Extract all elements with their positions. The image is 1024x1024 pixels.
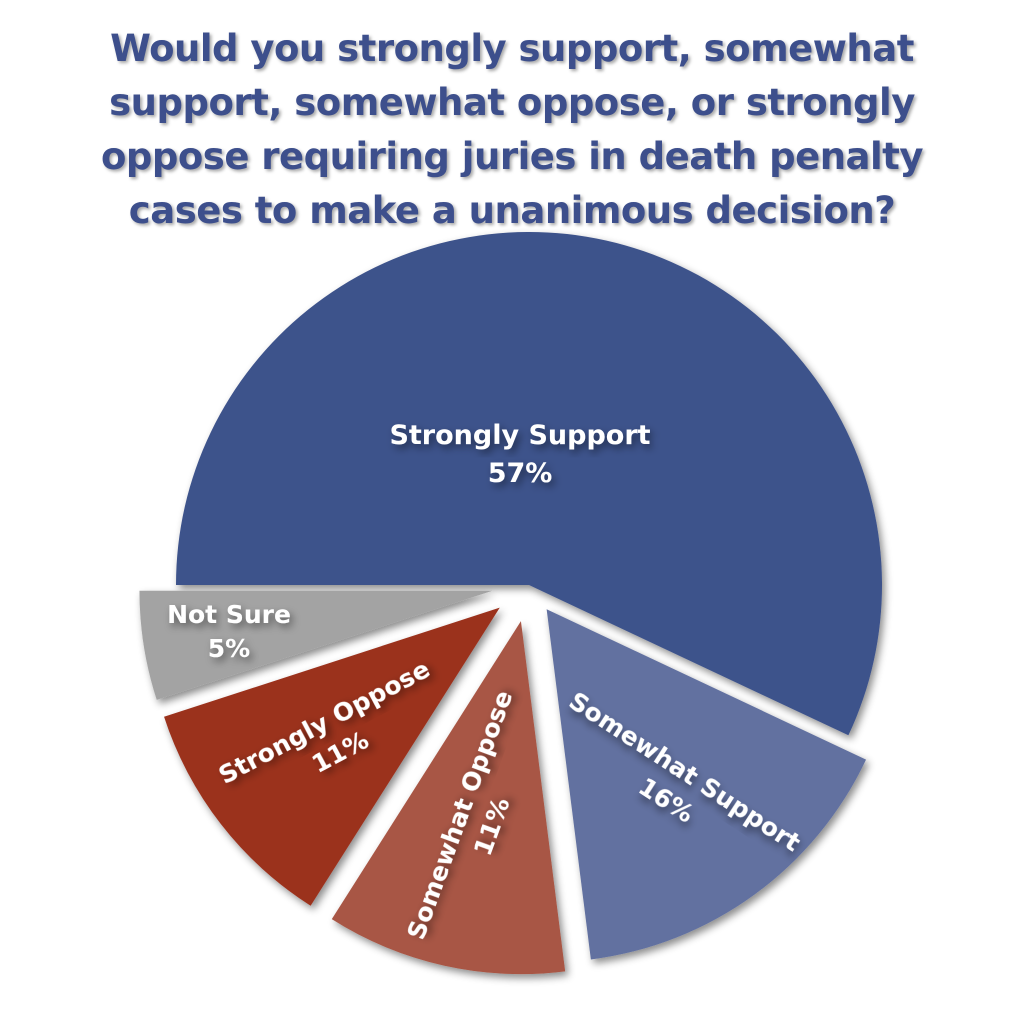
pie-slice-strongly-support [176,231,883,736]
pie-slice-strongly-oppose [164,607,500,906]
pie-slice-somewhat-oppose [331,621,566,975]
slice-label: Strongly Support [389,420,650,451]
slice-label: Not Sure [167,600,291,629]
chart-title: Would you strongly support, somewhat sup… [101,27,924,232]
slice-label-group: Strongly Support 57% [389,420,650,489]
pie-slice-somewhat-support [546,609,867,960]
slice-label-group: Not Sure 5% [167,600,291,663]
slice-value-label: 57% [488,458,553,489]
slice-value-label: 5% [208,634,250,663]
pie-slice-not-sure [139,590,493,700]
